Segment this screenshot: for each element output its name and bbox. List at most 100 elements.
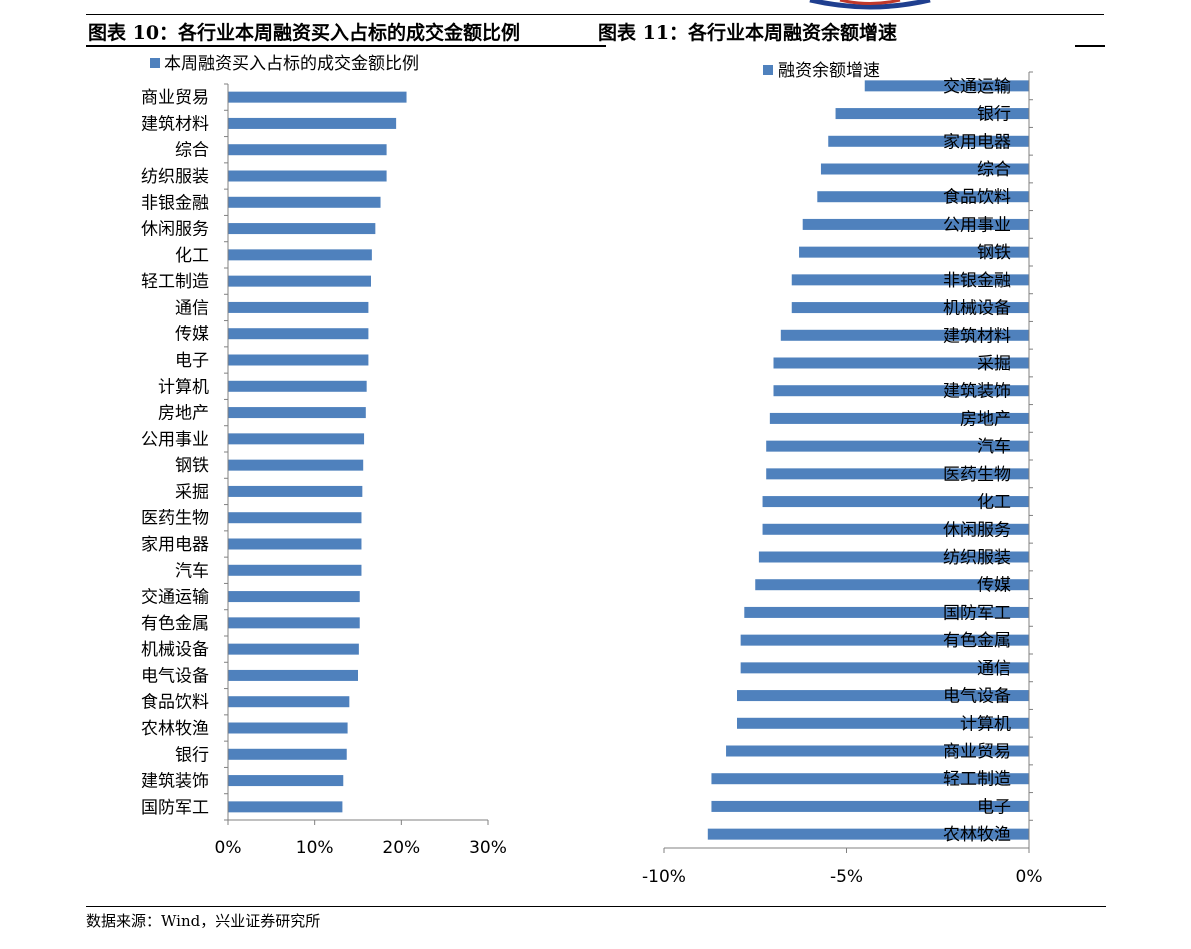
category-label: 汽车 bbox=[175, 561, 209, 581]
chart-right: 融资余额增速交通运输银行家用电器综合食品饮料公用事业钢铁非银金融机械设备建筑材料… bbox=[642, 61, 1043, 887]
bar-5 bbox=[228, 196, 381, 208]
bar-17 bbox=[762, 523, 1029, 535]
bar-2 bbox=[835, 108, 1029, 120]
category-label: 电子 bbox=[175, 351, 209, 371]
category-label: 农林牧渔 bbox=[943, 825, 1011, 845]
bar-8 bbox=[791, 274, 1029, 286]
bar-4 bbox=[228, 170, 387, 182]
bar-19 bbox=[755, 579, 1029, 591]
legend-label: 本周融资买入占标的成交金额比例 bbox=[164, 54, 419, 74]
category-label: 传媒 bbox=[977, 576, 1011, 596]
header-top-rule bbox=[86, 14, 1104, 15]
x-tick-label: 10% bbox=[296, 838, 334, 858]
category-label: 计算机 bbox=[960, 714, 1011, 734]
category-label: 化工 bbox=[175, 246, 209, 266]
category-label: 有色金属 bbox=[943, 631, 1011, 651]
category-label: 综合 bbox=[977, 160, 1011, 180]
bar-21 bbox=[228, 617, 360, 629]
category-label: 通信 bbox=[175, 298, 209, 318]
bar-12 bbox=[228, 380, 367, 392]
category-label: 非银金融 bbox=[141, 193, 209, 213]
category-label: 机械设备 bbox=[943, 299, 1011, 319]
category-label: 电气设备 bbox=[141, 666, 209, 686]
category-label: 交通运输 bbox=[943, 77, 1011, 97]
bar-15 bbox=[228, 459, 364, 471]
category-label: 医药生物 bbox=[141, 509, 209, 529]
bar-6 bbox=[802, 218, 1029, 230]
category-label: 通信 bbox=[977, 659, 1011, 679]
bar-19 bbox=[228, 564, 362, 576]
category-label: 纺织服装 bbox=[943, 548, 1011, 568]
bar-11 bbox=[773, 357, 1029, 369]
bar-15 bbox=[766, 468, 1029, 480]
x-tick-label: -5% bbox=[830, 867, 863, 887]
category-label: 纺织服装 bbox=[141, 167, 209, 187]
category-label: 电气设备 bbox=[943, 687, 1011, 707]
bar-25 bbox=[228, 722, 348, 734]
category-label: 有色金属 bbox=[141, 614, 209, 634]
x-tick-label: 0% bbox=[215, 838, 242, 858]
category-label: 食品饮料 bbox=[943, 188, 1011, 208]
category-label: 商业贸易 bbox=[943, 742, 1011, 762]
category-label: 公用事业 bbox=[141, 430, 209, 450]
x-tick-label: -10% bbox=[642, 867, 686, 887]
category-label: 轻工制造 bbox=[141, 272, 209, 292]
category-label: 银行 bbox=[175, 745, 209, 765]
bar-11 bbox=[228, 354, 369, 366]
category-label: 商业贸易 bbox=[141, 88, 209, 108]
bar-17 bbox=[228, 512, 362, 524]
legend-label: 融资余额增速 bbox=[778, 61, 880, 81]
bar-13 bbox=[228, 407, 366, 419]
category-label: 综合 bbox=[175, 141, 209, 161]
bar-12 bbox=[773, 385, 1029, 397]
bar-5 bbox=[817, 191, 1029, 203]
bar-16 bbox=[228, 485, 363, 497]
right-chart-title: 图表 11：各行业本周融资余额增速 bbox=[598, 22, 898, 44]
bar-18 bbox=[228, 538, 362, 550]
bar-2 bbox=[228, 117, 397, 129]
bar-24 bbox=[228, 696, 350, 708]
category-label: 家用电器 bbox=[943, 132, 1011, 152]
bar-14 bbox=[228, 433, 365, 445]
bar-3 bbox=[828, 135, 1029, 147]
bar-22 bbox=[740, 662, 1029, 674]
bar-23 bbox=[737, 690, 1029, 702]
bar-18 bbox=[758, 551, 1029, 563]
bar-25 bbox=[726, 745, 1029, 757]
bar-9 bbox=[791, 302, 1029, 314]
bar-27 bbox=[711, 800, 1029, 812]
category-label: 钢铁 bbox=[977, 243, 1011, 263]
category-label: 汽车 bbox=[977, 437, 1011, 457]
bar-1 bbox=[864, 80, 1029, 92]
category-label: 建筑装饰 bbox=[141, 772, 209, 792]
category-label: 钢铁 bbox=[175, 456, 209, 476]
bar-28 bbox=[707, 828, 1029, 840]
category-label: 非银金融 bbox=[943, 271, 1011, 291]
category-label: 医药生物 bbox=[943, 465, 1011, 485]
bar-6 bbox=[228, 223, 376, 235]
category-label: 公用事业 bbox=[943, 215, 1011, 235]
category-label: 计算机 bbox=[158, 377, 209, 397]
bar-8 bbox=[228, 275, 371, 287]
category-label: 房地产 bbox=[960, 409, 1011, 429]
bar-10 bbox=[780, 329, 1029, 341]
bar-16 bbox=[762, 496, 1029, 508]
category-label: 国防军工 bbox=[141, 798, 209, 818]
legend-swatch bbox=[150, 58, 160, 68]
bar-24 bbox=[737, 717, 1029, 729]
category-label: 休闲服务 bbox=[943, 520, 1011, 540]
category-label: 建筑装饰 bbox=[943, 382, 1011, 402]
category-label: 轻工制造 bbox=[943, 770, 1011, 790]
header-bottom-rule-right bbox=[1075, 45, 1105, 47]
bar-20 bbox=[228, 591, 360, 603]
category-label: 银行 bbox=[977, 105, 1011, 125]
bar-27 bbox=[228, 775, 344, 787]
category-label: 建筑材料 bbox=[141, 114, 209, 134]
x-tick-label: 0% bbox=[1016, 867, 1043, 887]
footer-rule bbox=[86, 906, 1106, 907]
bar-7 bbox=[799, 246, 1029, 258]
category-label: 食品饮料 bbox=[141, 693, 209, 713]
bar-7 bbox=[228, 249, 372, 261]
x-tick-label: 20% bbox=[382, 838, 420, 858]
bar-13 bbox=[769, 412, 1029, 424]
